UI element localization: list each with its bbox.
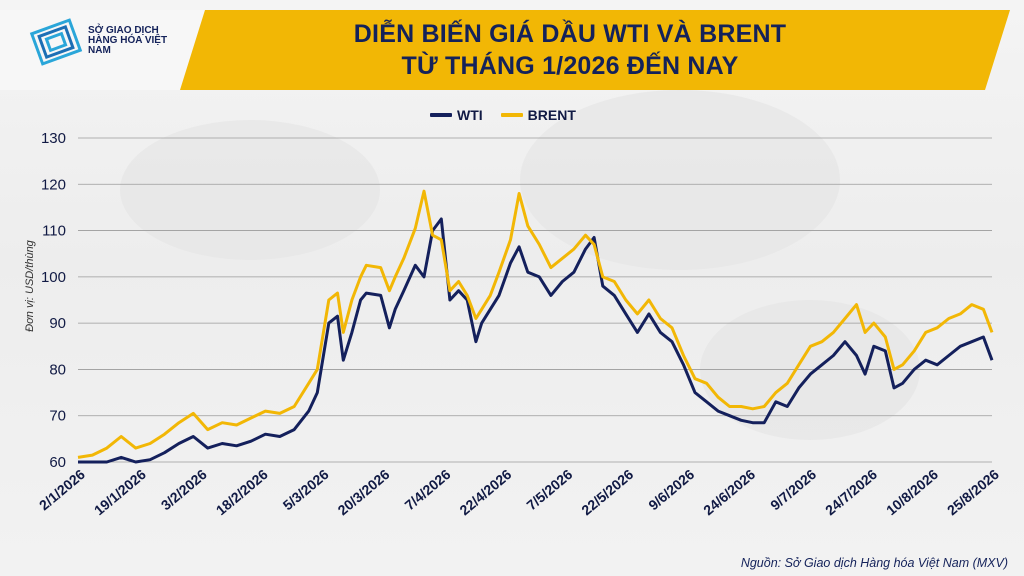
chart-title: DIỄN BIẾN GIÁ DẦU WTI VÀ BRENT TỪ THÁNG … xyxy=(220,18,920,82)
legend-item-brent: BRENT xyxy=(500,107,576,123)
y-tick-label: 120 xyxy=(41,176,66,193)
y-tick-label: 60 xyxy=(49,454,66,471)
logo-panel xyxy=(0,10,205,90)
y-tick-label: 80 xyxy=(49,361,66,378)
x-tick-label: 9/6/2026 xyxy=(645,466,697,513)
background-shape xyxy=(120,120,380,260)
y-tick-label: 110 xyxy=(42,223,66,240)
x-tick-label: 18/2/2026 xyxy=(213,466,271,518)
legend-swatch-wti xyxy=(430,113,452,117)
y-tick-label: 130 xyxy=(41,130,66,147)
legend-label-brent: BRENT xyxy=(527,107,576,123)
legend-label-wti: WTI xyxy=(457,107,483,123)
y-tick-label: 100 xyxy=(41,269,66,286)
title-banner xyxy=(0,10,1010,90)
gridlines xyxy=(78,137,992,463)
y-axis-ticks: 60 70 80 90 100 110 120 130 xyxy=(41,130,66,471)
y-tick-label: 70 xyxy=(49,408,66,425)
x-tick-label: 22/5/2026 xyxy=(578,466,636,518)
x-tick-label: 7/4/2026 xyxy=(401,466,453,513)
banner-background xyxy=(0,10,1010,90)
background-shape xyxy=(520,90,840,270)
x-tick-label: 9/7/2026 xyxy=(767,466,819,513)
x-tick-label: 22/4/2026 xyxy=(456,466,514,518)
y-tick-label: 90 xyxy=(49,315,66,332)
legend-swatch-brent xyxy=(500,113,523,117)
x-tick-label: 7/5/2026 xyxy=(523,466,575,513)
logo-mark-icon xyxy=(29,18,83,66)
logo: SỞ GIAO DỊCH HÀNG HÓA VIỆT NAM xyxy=(22,16,212,86)
x-tick-label: 25/8/2026 xyxy=(944,466,1002,518)
x-axis-ticks: 2/1/2026 19/1/2026 3/2/2026 18/2/2026 5/3/20… xyxy=(36,466,1002,518)
x-tick-label: 19/1/2026 xyxy=(91,466,149,518)
x-tick-label: 20/3/2026 xyxy=(335,466,393,518)
x-tick-label: 10/8/2026 xyxy=(883,466,941,518)
x-tick-label: 3/2/2026 xyxy=(158,466,210,513)
series-lines xyxy=(77,189,994,464)
chart-title-line-1: DIỄN BIẾN GIÁ DẦU WTI VÀ BRENT xyxy=(353,20,787,48)
x-tick-label: 24/6/2026 xyxy=(700,466,758,518)
x-tick-label: 5/3/2026 xyxy=(280,466,332,513)
chart-title-line-2: TỪ THÁNG 1/2026 ĐẾN NAY xyxy=(401,52,739,80)
legend-item-wti: WTI xyxy=(430,107,483,123)
x-tick-label: 24/7/2026 xyxy=(822,466,880,518)
source-note: Nguồn: Sở Giao dịch Hàng hóa Việt Nam (M… xyxy=(740,556,1008,570)
series-line-brent xyxy=(77,189,994,459)
chart-legend: WTI BRENT xyxy=(430,107,576,123)
series-line-wti xyxy=(78,217,994,464)
logo-text: SỞ GIAO DỊCH HÀNG HÓA VIỆT NAM xyxy=(88,25,168,56)
x-tick-label: 2/1/2026 xyxy=(36,466,88,513)
